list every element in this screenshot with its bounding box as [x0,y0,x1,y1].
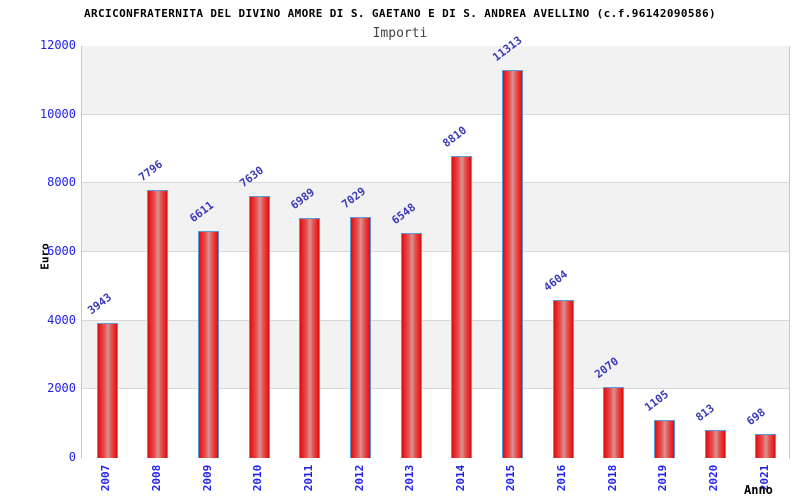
bar-2021 [755,434,776,458]
x-tick-label: 2012 [353,464,366,492]
bar-2016 [553,300,574,458]
x-tick-label: 2011 [302,464,315,492]
gridline [82,388,789,390]
x-tick-label: 2018 [606,464,619,492]
bar-2013 [401,233,422,458]
bar-2015 [502,70,523,458]
x-tick-label: 2010 [251,464,264,492]
y-tick-label: 2000 [47,381,76,396]
x-tick-label: 2007 [99,464,112,492]
plot-band [82,46,789,115]
gridline [82,319,789,321]
bar-2008 [147,190,168,458]
bar-2020 [705,430,726,458]
x-tick-label: 2016 [555,464,568,492]
y-tick-label: 10000 [39,106,76,121]
y-tick-label: 0 [68,450,76,464]
plot-band [82,252,789,321]
x-tick-label: 2019 [656,464,669,492]
bar-2009 [198,231,219,458]
x-tick-label: 2008 [150,464,163,492]
chart-subtitle: Importi [372,26,428,41]
bar-2007 [97,323,118,458]
chart-title: ARCICONFRATERNITA DEL DIVINO AMORE DI S.… [83,7,717,20]
gridline [82,113,789,115]
bar-2014 [451,156,472,458]
bar-2019 [654,420,675,458]
plot-band [82,320,789,390]
y-tick-label: 12000 [39,38,76,52]
x-tick-label: 2009 [201,464,214,492]
y-tick-label: 4000 [47,312,76,327]
x-tick-label: 2014 [454,464,467,492]
x-axis-label: Anno [744,483,773,497]
gridline [82,251,789,252]
y-tick-label: 8000 [47,175,76,190]
gridline [82,182,789,184]
plot-band [82,389,789,458]
plot-area [81,46,790,458]
bar-2011 [299,218,320,458]
bar-2018 [603,387,624,458]
bar-2012 [350,217,371,458]
plot-band [82,183,789,252]
y-tick-label: 6000 [47,244,76,258]
x-tick-label: 2013 [403,464,416,492]
bar-2010 [249,196,270,458]
plot-band [82,114,789,184]
x-tick-label: 2015 [504,464,517,492]
x-tick-label: 2020 [707,464,720,492]
